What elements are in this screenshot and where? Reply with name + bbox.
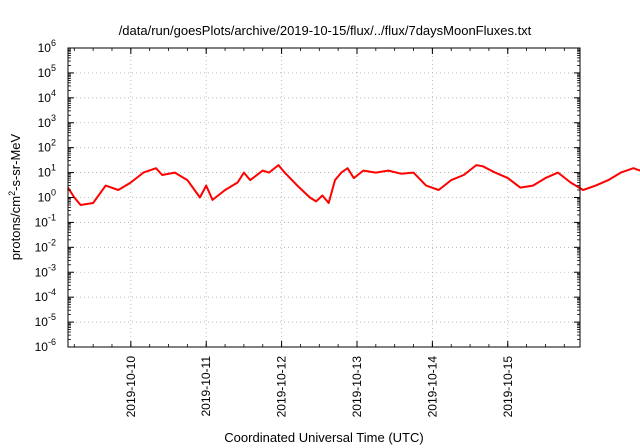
series-line: [67, 164, 640, 206]
y-tick-exponent: 4: [51, 88, 56, 98]
y-tick-label: 105: [38, 63, 56, 80]
x-tick-label: 2019-10-10: [124, 356, 138, 418]
y-tick-label: 102: [38, 138, 56, 155]
y-tick-label: 10-6: [35, 337, 56, 354]
y-tick-exponent: -3: [48, 262, 56, 272]
y-tick-base: 10: [38, 191, 52, 205]
y-tick-label: 10-2: [35, 237, 56, 254]
y-axis-label-base: protons/cm: [8, 196, 23, 260]
y-tick-base: 10: [38, 41, 52, 55]
y-tick-label: 10-5: [35, 312, 56, 329]
y-tick-base: 10: [35, 240, 49, 254]
y-tick-exponent: 1: [51, 163, 56, 173]
y-tick-exponent: 2: [51, 138, 56, 148]
y-tick-exponent: -1: [48, 212, 56, 222]
x-axis: 2019-10-10 2019-10-11 2019-10-12 2019-10-13…: [73, 48, 565, 418]
y-tick-exponent: -6: [48, 337, 56, 347]
x-tick-label: 2019-10-14: [425, 356, 439, 418]
y-tick-label: 106: [38, 38, 56, 55]
y-tick-base: 10: [38, 141, 52, 155]
y-tick-base: 10: [35, 265, 49, 279]
y-tick-exponent: -5: [48, 312, 56, 322]
y-axis-label: protons/cm2-s-sr-MeV: [7, 133, 23, 260]
y-tick-label: 10-1: [35, 212, 56, 229]
y-tick-base: 10: [38, 91, 52, 105]
y-axis: 10-610-510-410-310-210-11001011021031041…: [35, 38, 580, 354]
y-tick-label: 100: [38, 188, 56, 205]
y-tick-exponent: 3: [51, 113, 56, 123]
y-tick-exponent: 6: [51, 38, 56, 48]
chart-title: /data/run/goesPlots/archive/2019-10-15/f…: [119, 23, 532, 38]
y-tick-base: 10: [35, 340, 49, 354]
y-tick-label: 101: [38, 163, 56, 180]
y-axis-label-sup: 2: [7, 191, 17, 196]
x-axis-label: Coordinated Universal Time (UTC): [224, 430, 423, 445]
x-tick-label: 2019-10-15: [501, 356, 515, 418]
y-tick-label: 10-4: [35, 287, 56, 304]
y-axis-label-rest: -s-sr-MeV: [8, 133, 23, 190]
x-tick-label: 2019-10-12: [275, 356, 289, 418]
y-tick-label: 10-3: [35, 262, 56, 279]
y-tick-label: 104: [38, 88, 56, 105]
y-tick-base: 10: [38, 66, 52, 80]
y-tick-exponent: -4: [48, 287, 56, 297]
y-tick-base: 10: [35, 290, 49, 304]
y-tick-exponent: 0: [51, 188, 56, 198]
y-tick-base: 10: [35, 215, 49, 229]
y-tick-label: 103: [38, 113, 56, 130]
y-tick-base: 10: [38, 116, 52, 130]
y-tick-exponent: -2: [48, 237, 56, 247]
x-tick-label: 2019-10-11: [199, 356, 213, 417]
y-tick-base: 10: [38, 166, 52, 180]
series-lines: [67, 164, 640, 206]
x-tick-label: 2019-10-13: [350, 356, 364, 418]
y-tick-exponent: 5: [51, 63, 56, 73]
y-tick-base: 10: [35, 315, 49, 329]
